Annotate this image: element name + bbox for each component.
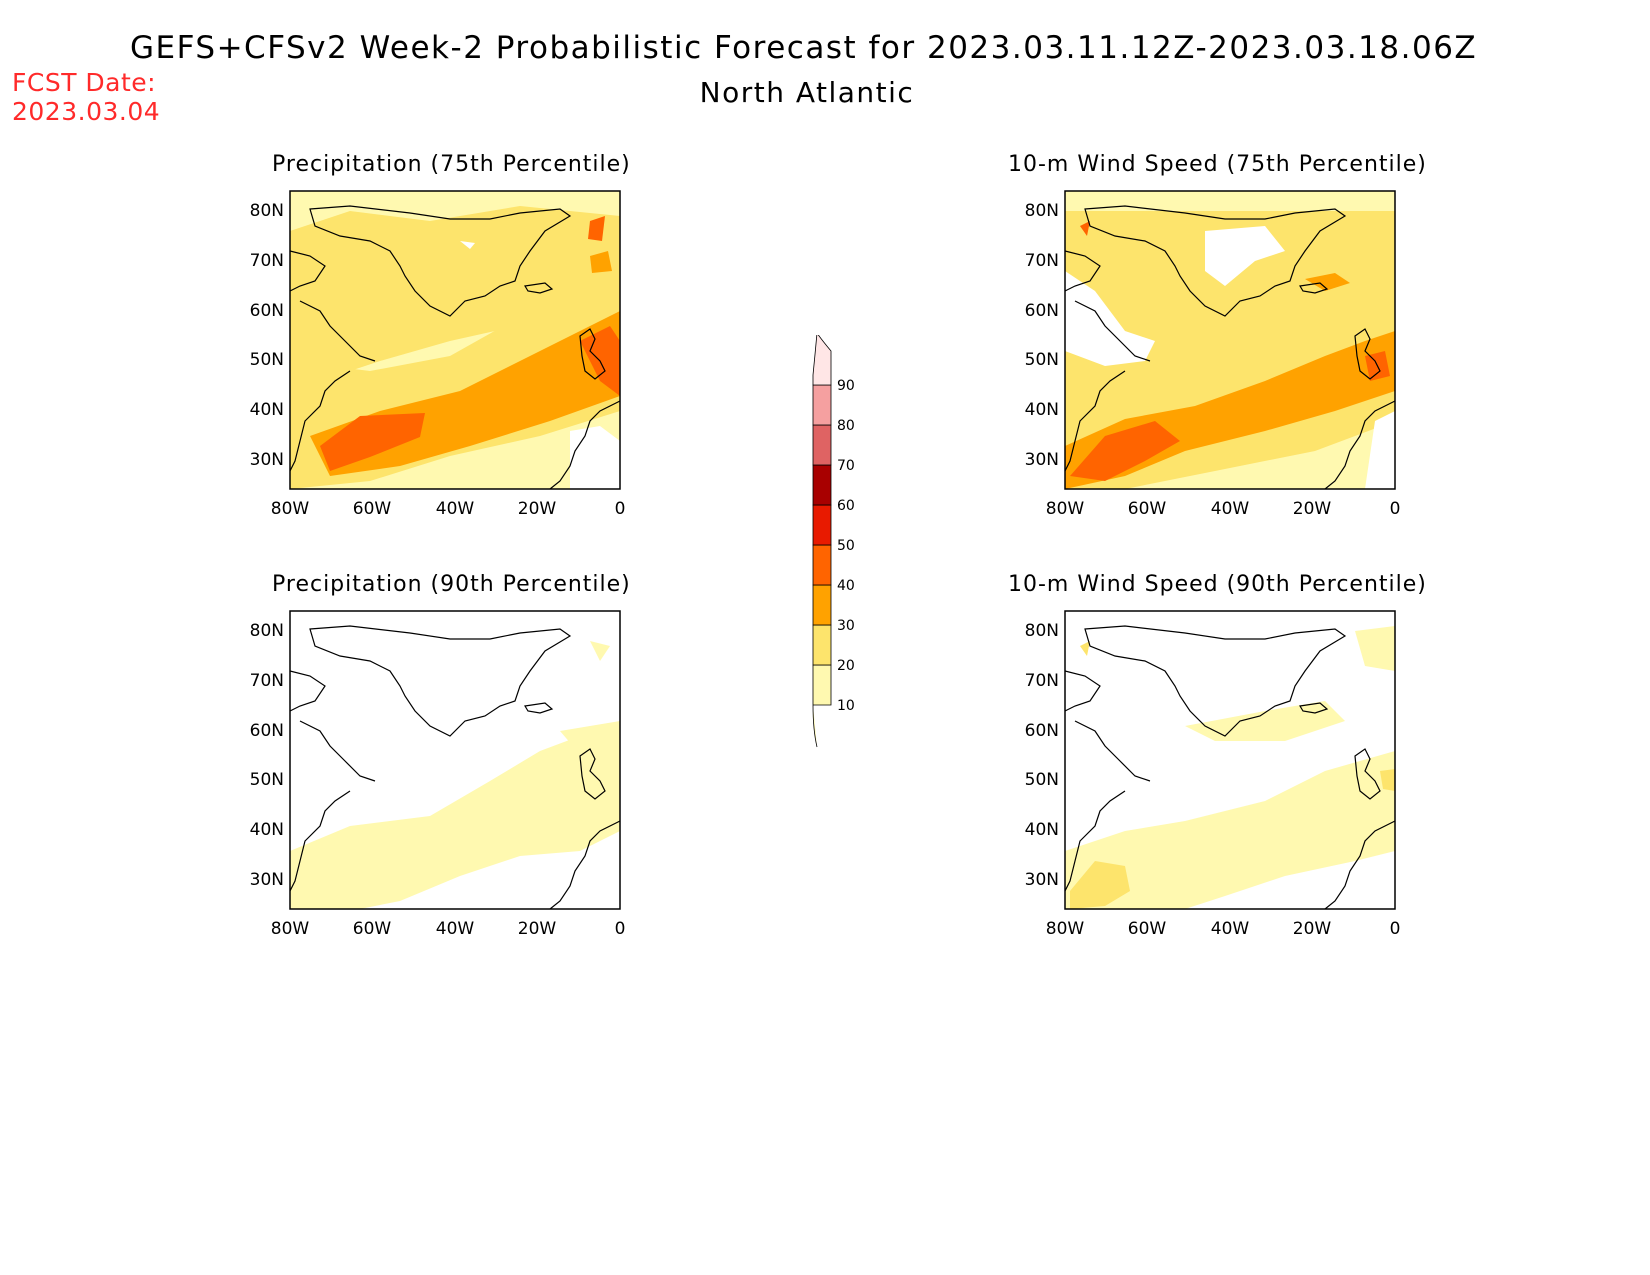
lon-tick: 60W (353, 919, 392, 939)
lon-tick-labels: 80W 60W 40W 20W 0 (271, 919, 626, 939)
colorbar-swatch (812, 544, 832, 586)
colorbar-level-label: 80 (837, 418, 855, 434)
lat-tick: 40N (1025, 820, 1059, 840)
lat-tick: 70N (250, 251, 284, 271)
lon-tick: 20W (518, 499, 557, 519)
colorbar-level-label: 20 (837, 658, 855, 674)
lat-tick: 40N (250, 820, 284, 840)
colorbar-level-label: 90 (837, 378, 855, 394)
lat-tick: 80N (1025, 621, 1059, 641)
lat-tick: 80N (1025, 201, 1059, 221)
colorbar-swatch (812, 384, 832, 426)
lat-tick: 40N (1025, 400, 1059, 420)
lon-tick-labels: 80W 60W 40W 20W 0 (1046, 499, 1401, 519)
lat-tick: 70N (1025, 251, 1059, 271)
colorbar-swatch (812, 464, 832, 506)
lon-tick: 60W (353, 499, 392, 519)
map-wind90: 80N 70N 60N 50N 40N 30N 80W 60W 40W 20W … (1025, 610, 1401, 939)
map-precip75: 80N 70N 60N 50N 40N 30N 80W 60W 40W 20W … (250, 190, 626, 519)
lat-tick: 50N (250, 350, 284, 370)
lat-tick: 60N (1025, 301, 1059, 321)
lon-tick: 60W (1128, 919, 1167, 939)
lat-tick-labels: 80N 70N 60N 50N 40N 30N (250, 201, 284, 470)
lon-tick-labels: 80W 60W 40W 20W 0 (271, 499, 626, 519)
fcst-date: 2023.03.04 (12, 97, 161, 126)
colorbar-level-label: 50 (837, 538, 855, 554)
lat-tick: 30N (1025, 870, 1059, 890)
lon-tick: 80W (271, 499, 310, 519)
colorbar-level-label: 30 (837, 618, 855, 634)
colorbar-swatch (812, 335, 832, 386)
panel-title-wind90: 10-m Wind Speed (90th Percentile) (1008, 572, 1427, 597)
colorbar-swatches (812, 335, 832, 748)
lon-tick: 80W (1046, 499, 1085, 519)
lat-tick: 30N (1025, 450, 1059, 470)
lat-tick: 40N (250, 400, 284, 420)
map-wind75: 80N 70N 60N 50N 40N 30N 80W 60W 40W 20W … (1025, 190, 1401, 519)
lat-tick: 50N (1025, 770, 1059, 790)
fcst-label: FCST Date: (12, 68, 157, 97)
lat-tick: 60N (1025, 721, 1059, 741)
lat-tick: 30N (250, 870, 284, 890)
colorbar-swatch (812, 624, 832, 666)
colorbar-swatch (812, 504, 832, 546)
colorbar-labels: 10 20 30 40 50 60 70 80 90 (837, 378, 855, 714)
lat-tick: 70N (250, 671, 284, 691)
colorbar-swatch (812, 424, 832, 466)
lon-tick: 0 (1390, 919, 1401, 939)
page-title: GEFS+CFSv2 Week-2 Probabilistic Forecast… (130, 30, 1478, 66)
colorbar: 10 20 30 40 50 60 70 80 90 (812, 335, 855, 748)
lon-tick-labels: 80W 60W 40W 20W 0 (1046, 919, 1401, 939)
colorbar-level-label: 10 (837, 698, 855, 714)
colorbar-level-label: 70 (837, 458, 855, 474)
forecast-date-label: FCST Date: 2023.03.04 (12, 68, 160, 126)
panel-title-wind75: 10-m Wind Speed (75th Percentile) (1008, 152, 1427, 177)
lat-tick: 70N (1025, 671, 1059, 691)
colorbar-level-label: 40 (837, 578, 855, 594)
panel-title-precip75: Precipitation (75th Percentile) (272, 152, 631, 177)
colorbar-swatch (812, 584, 832, 626)
lon-tick: 40W (436, 499, 475, 519)
lon-tick: 20W (1293, 919, 1332, 939)
lon-tick: 80W (1046, 919, 1085, 939)
lat-tick: 50N (1025, 350, 1059, 370)
colorbar-swatch (812, 664, 832, 748)
lon-tick: 20W (1293, 499, 1332, 519)
lat-tick-labels: 80N 70N 60N 50N 40N 30N (1025, 201, 1059, 470)
lat-tick-labels: 80N 70N 60N 50N 40N 30N (250, 621, 284, 890)
colorbar-level-label: 60 (837, 498, 855, 514)
lon-tick: 0 (1390, 499, 1401, 519)
lon-tick: 0 (615, 919, 626, 939)
lat-tick: 60N (250, 301, 284, 321)
panel-title-precip90: Precipitation (90th Percentile) (272, 572, 631, 597)
lat-tick: 60N (250, 721, 284, 741)
lon-tick: 80W (271, 919, 310, 939)
region-subtitle: North Atlantic (699, 76, 915, 109)
lat-tick: 30N (250, 450, 284, 470)
lat-tick: 80N (250, 201, 284, 221)
lat-tick: 80N (250, 621, 284, 641)
lon-tick: 40W (1211, 499, 1250, 519)
lon-tick: 40W (1211, 919, 1250, 939)
lat-tick-labels: 80N 70N 60N 50N 40N 30N (1025, 621, 1059, 890)
lon-tick: 40W (436, 919, 475, 939)
lon-tick: 60W (1128, 499, 1167, 519)
lon-tick: 0 (615, 499, 626, 519)
map-precip90: 80N 70N 60N 50N 40N 30N 80W 60W 40W 20W … (250, 610, 626, 939)
lat-tick: 50N (250, 770, 284, 790)
lon-tick: 20W (518, 919, 557, 939)
